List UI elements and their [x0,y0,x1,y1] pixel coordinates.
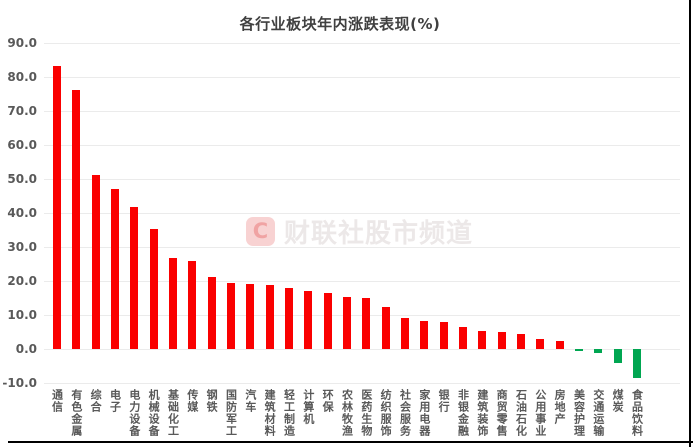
bar [188,261,197,349]
bar [53,66,61,349]
x-category-label: 基础化工 [166,389,180,437]
y-axis-tick-label: 50.0 [7,172,37,186]
x-category-label: 综合 [89,389,103,413]
bar [110,189,119,349]
bar [130,207,139,349]
bar [439,322,448,349]
x-category-label: 纺织服饰 [379,389,393,437]
chart-title: 各行业板块年内涨跌表现(%) [239,15,441,33]
bar [381,306,390,349]
watermark-text: 财联社股市频道 [284,219,474,249]
gridline [44,349,680,350]
x-category-label: 机械设备 [147,389,161,437]
bar [497,332,506,349]
y-axis-tick-label: 90.0 [7,36,37,50]
bar [342,297,351,349]
gridline [44,247,680,248]
y-axis-tick-label: 20.0 [7,274,37,288]
gridline [44,383,680,384]
bar [265,285,274,349]
bar [478,330,487,349]
bar [149,228,158,349]
y-axis-tick-label: 30.0 [7,240,37,254]
x-category-label: 建筑装饰 [475,389,489,437]
bar [594,349,603,354]
x-category-label: 房地产 [553,389,567,425]
gridline [44,281,680,282]
x-category-label: 电力设备 [127,389,141,437]
bar [226,283,235,349]
x-category-label: 交通运输 [591,389,605,437]
y-axis-tick-label: 80.0 [7,70,37,84]
x-category-label: 建筑材料 [263,389,277,437]
bar [284,287,293,349]
bar [168,258,177,349]
bar [323,293,332,349]
bar [246,284,255,349]
y-axis-tick-label: 70.0 [7,104,37,118]
bar [304,291,313,349]
bar [536,339,545,349]
x-category-label: 美容护理 [572,389,586,437]
x-category-label: 电子 [108,389,122,413]
x-category-label: 煤炭 [611,389,625,413]
x-category-label: 食品饮料 [630,389,644,437]
x-category-label: 通信 [50,389,64,413]
bar [362,298,371,349]
y-axis-tick-label: 10.0 [7,308,37,322]
x-category-label: 汽车 [243,389,257,413]
frame-right-border [689,0,691,447]
x-category-label: 钢铁 [205,389,219,413]
bar [555,341,564,349]
x-category-label: 农林牧渔 [340,389,354,437]
bar [516,334,525,349]
x-category-label: 环保 [321,389,335,413]
y-axis-tick-label: 0.0 [15,342,37,356]
gridline [44,43,680,44]
x-category-label: 商贸零售 [495,389,509,437]
x-category-label: 计算机 [301,389,315,425]
gridline [44,145,680,146]
y-axis-tick-label: -10.0 [2,376,37,390]
x-category-label: 非银金融 [456,389,470,437]
x-category-label: 传媒 [185,389,199,413]
x-category-label: 有色金属 [69,389,83,437]
x-category-label: 家用电器 [417,389,431,437]
watermark: C 财联社股市频道 [246,213,473,250]
cailianshe-logo-icon: C [246,217,275,246]
gridline [44,315,680,316]
bar [400,318,409,349]
gridline [44,77,680,78]
x-category-label: 石油石化 [514,389,528,437]
bar [458,326,467,349]
x-category-label: 医药生物 [359,389,373,437]
frame-bottom-border [8,441,693,443]
bar [632,349,641,378]
x-category-label: 银行 [437,389,451,413]
bar [574,349,583,352]
x-category-label: 公用事业 [533,389,547,437]
bar [72,89,81,349]
bar [420,321,429,349]
gridline [44,111,680,112]
bar [207,276,216,349]
x-category-label: 轻工制造 [282,389,296,437]
y-axis-tick-label: 60.0 [7,138,37,152]
gridline [44,213,680,214]
y-axis-tick-label: 40.0 [7,206,37,220]
gridline [44,179,680,180]
x-category-label: 社会服务 [398,389,412,437]
x-category-label: 国防军工 [224,389,238,437]
bar [91,174,100,349]
bar [613,349,622,364]
